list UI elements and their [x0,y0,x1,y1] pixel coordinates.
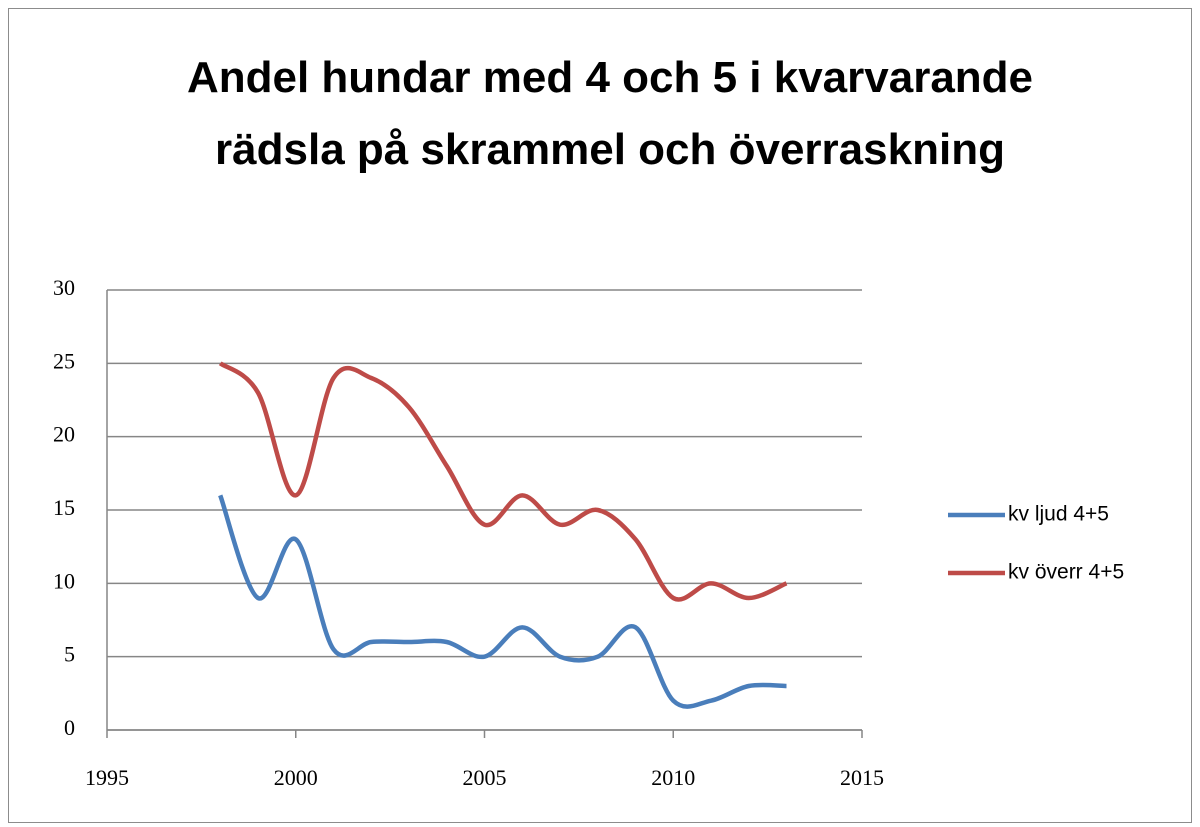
x-tick-label: 2000 [274,765,318,790]
y-tick-label: 10 [53,568,75,593]
chart-frame [8,8,1192,823]
y-tick-label: 20 [53,422,75,447]
legend-label: kv ljud 4+5 [1008,503,1109,526]
chart-title: Andel hundar med 4 och 5 i kvarvarande r… [186,53,1034,174]
line-series [218,494,787,709]
legend-label: kv överr 4+5 [1008,561,1124,584]
y-tick-label: 25 [53,348,75,373]
x-tick-label: 2015 [840,765,884,790]
y-tick-label: 15 [53,495,75,520]
y-tick-label: 0 [64,715,75,740]
y-tick-label: 5 [64,642,75,667]
x-tick-label: 2010 [651,765,695,790]
x-tick-label: 1995 [85,765,129,790]
x-tick-label: 2005 [463,765,507,790]
y-tick-label: 30 [53,275,75,300]
line-series [218,361,788,602]
